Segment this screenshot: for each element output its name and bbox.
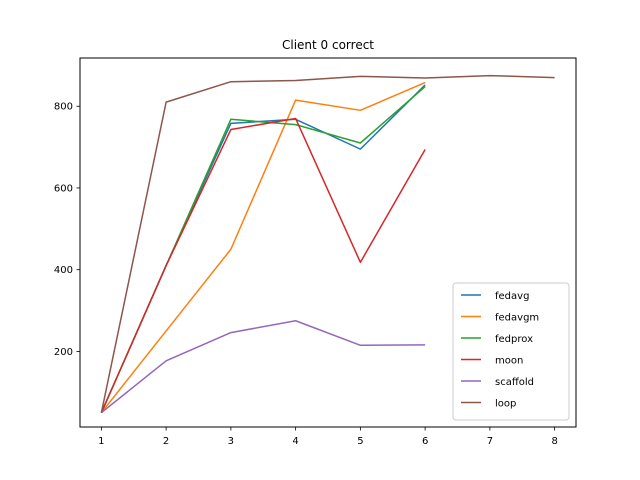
legend-box (452, 282, 570, 421)
legend-label-fedavgm: fedavgm (495, 313, 539, 324)
legend-label-fedavg: fedavg (495, 291, 529, 302)
legend-label-scaffold: scaffold (495, 377, 534, 388)
x-tick-label: 7 (487, 436, 493, 447)
series-line-scaffold (100, 320, 426, 414)
legend: fedavg fedavgm fedprox moon scaffold loop (452, 282, 570, 421)
legend-label-moon: moon (495, 356, 523, 367)
legend-label-loop: loop (495, 399, 516, 410)
series-line-moon (100, 117, 426, 414)
x-tick-label: 6 (422, 436, 428, 447)
chart-title: Client 0 correct (282, 38, 374, 52)
series-line-loop (100, 74, 555, 413)
plot-frame (79, 57, 577, 428)
y-tick-label: 800 (54, 102, 73, 113)
x-tick-label: 2 (163, 436, 169, 447)
y-axis: 200 400 600 800 (54, 102, 80, 358)
y-tick-label: 200 (54, 347, 73, 358)
series-line-fedprox (100, 86, 426, 414)
y-tick-label: 600 (54, 183, 73, 194)
y-tick-label: 400 (54, 265, 73, 276)
x-tick-label: 5 (357, 436, 363, 447)
x-axis: 1 2 3 4 5 6 7 8 (98, 427, 558, 447)
series-line-fedavg (100, 84, 426, 414)
x-tick-label: 1 (98, 436, 104, 447)
x-tick-label: 8 (551, 436, 557, 447)
legend-label-fedprox: fedprox (495, 334, 533, 345)
x-tick-label: 4 (292, 436, 298, 447)
series-layer (100, 74, 555, 414)
x-tick-label: 3 (228, 436, 234, 447)
series-line-fedavgm (100, 81, 426, 414)
